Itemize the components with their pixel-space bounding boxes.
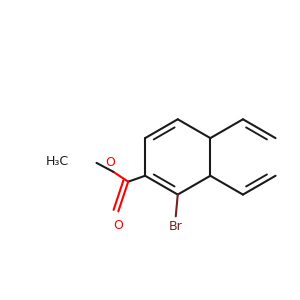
Text: Br: Br bbox=[169, 220, 183, 233]
Text: O: O bbox=[113, 219, 123, 232]
Text: H₃C: H₃C bbox=[46, 155, 69, 168]
Text: O: O bbox=[105, 156, 115, 169]
